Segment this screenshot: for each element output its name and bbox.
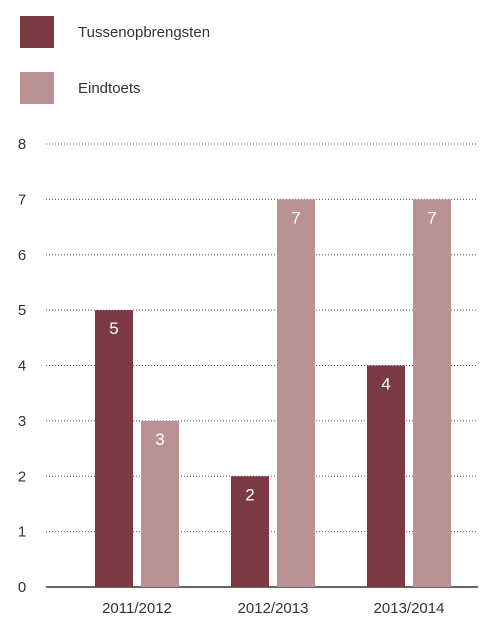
data-label-tussenopbrengsten-2012-2013: 2 — [245, 485, 254, 504]
data-label-eindtoets-2012-2013: 7 — [291, 208, 300, 227]
bar-tussenopbrengsten-2013-2014 — [367, 365, 405, 587]
data-label-eindtoets-2011-2012: 3 — [155, 430, 164, 449]
bar-eindtoets-2013-2014 — [413, 199, 451, 587]
y-tick-label-4: 4 — [18, 358, 26, 375]
legend-swatch-eindtoets — [20, 72, 54, 104]
bar-eindtoets-2012-2013 — [277, 199, 315, 587]
y-tick-label-5: 5 — [18, 302, 26, 319]
data-label-tussenopbrengsten-2013-2014: 4 — [381, 375, 390, 394]
bar-eindtoets-2011-2012 — [141, 420, 179, 587]
legend-label-tussenopbrengsten: Tussenopbrengsten — [78, 23, 211, 41]
y-tick-label-7: 7 — [18, 191, 26, 208]
chart-legend: Tussenopbrengsten Eindtoets — [20, 16, 210, 128]
x-tick-label-2011-2012: 2011/2012 — [102, 600, 172, 617]
data-label-tussenopbrengsten-2011-2012: 5 — [109, 319, 118, 338]
y-tick-label-1: 1 — [18, 524, 26, 541]
legend-item-tussenopbrengsten: Tussenopbrengsten — [20, 16, 210, 48]
legend-label-eindtoets: Eindtoets — [78, 79, 141, 97]
bar-tussenopbrengsten-2012-2013 — [231, 476, 269, 587]
y-tick-label-6: 6 — [18, 247, 26, 264]
y-tick-label-0: 0 — [18, 579, 26, 596]
legend-swatch-tussenopbrengsten — [20, 16, 54, 48]
data-label-eindtoets-2013-2014: 7 — [427, 208, 436, 227]
legend-item-eindtoets: Eindtoets — [20, 72, 210, 104]
y-tick-label-2: 2 — [18, 468, 26, 485]
y-tick-label-3: 3 — [18, 413, 26, 430]
y-tick-label-8: 8 — [18, 136, 26, 153]
x-tick-label-2012-2013: 2012/2013 — [238, 600, 309, 617]
x-tick-label-2013-2014: 2013/2014 — [374, 600, 445, 617]
bar-tussenopbrengsten-2011-2012 — [95, 310, 133, 587]
